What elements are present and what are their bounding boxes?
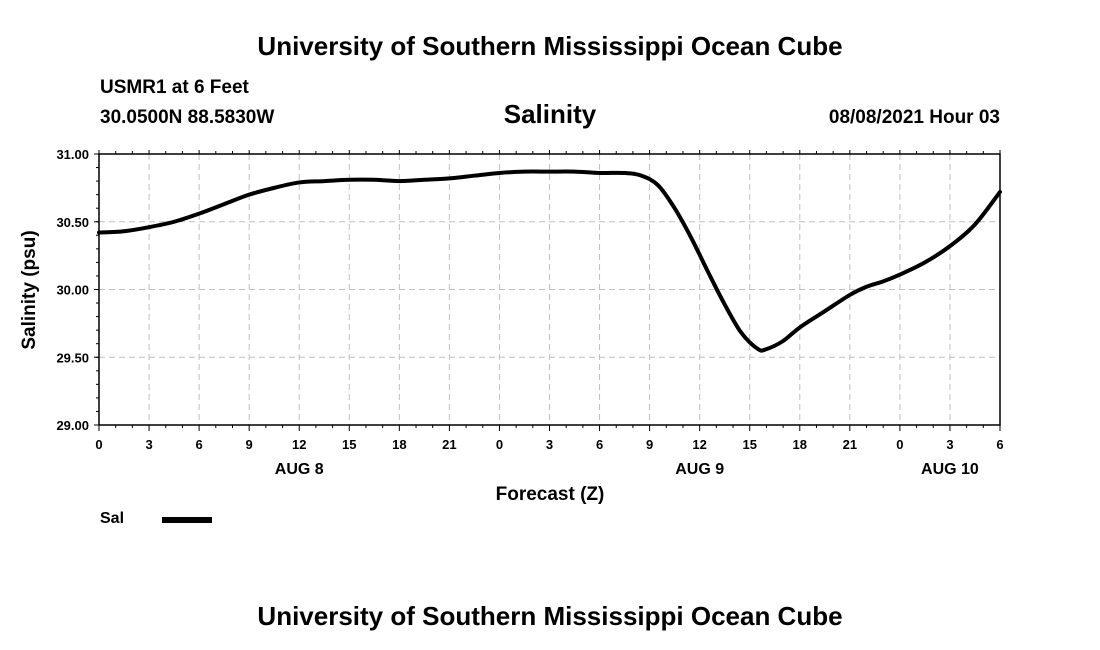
x-tick-label: 9 — [246, 437, 253, 452]
x-tick-label: 3 — [946, 437, 953, 452]
forecast-date: 08/08/2021 Hour 03 — [828, 107, 1000, 128]
footer-title: University of Southern Mississippi Ocean… — [257, 601, 843, 631]
legend-swatch-sal — [162, 517, 212, 523]
x-tick-label: 6 — [996, 437, 1003, 452]
plot-frame — [98, 153, 1001, 426]
x-tick-label: 9 — [646, 437, 653, 452]
station-coords: 30.0500N 88.5830W — [100, 107, 275, 128]
header-title: University of Southern Mississippi Ocean… — [257, 31, 843, 61]
x-tick-label: 3 — [546, 437, 553, 452]
day-label: AUG 8 — [275, 461, 324, 478]
x-tick-label: 15 — [342, 437, 356, 452]
legend-label-sal: Sal — [100, 510, 125, 527]
x-tick-label: 21 — [843, 437, 857, 452]
x-tick-label: 0 — [896, 437, 903, 452]
x-tick-label: 21 — [442, 437, 456, 452]
day-label: AUG 9 — [675, 461, 724, 478]
x-tick-label: 18 — [793, 437, 807, 452]
x-tick-label: 6 — [195, 437, 202, 452]
y-axis-label: Salinity (psu) — [19, 230, 40, 349]
day-label: AUG 10 — [921, 461, 979, 478]
y-tick-label: 31.00 — [56, 147, 89, 162]
salinity-chart: 0 3 6 9 12 15 18 21 0 3 6 9 12 15 18 21 0 3 6 AUG 8 AUG 9 AUG… — [19, 147, 1004, 505]
series-line-sal — [97, 169, 1002, 353]
tick-labels: 0 3 6 9 12 15 18 21 0 3 6 9 12 15 18 21 0 3 6 AUG 8 AUG 9 AUG… — [56, 147, 1003, 478]
x-tick-label: 6 — [596, 437, 603, 452]
x-tick-label: 3 — [145, 437, 152, 452]
y-tick-label: 30.00 — [56, 283, 89, 298]
x-tick-label: 15 — [742, 437, 756, 452]
chart-title: Salinity — [503, 99, 597, 129]
y-tick-label: 30.50 — [56, 215, 89, 230]
x-axis-label: Forecast (Z) — [496, 484, 605, 505]
y-tick-label: 29.50 — [56, 350, 89, 365]
x-tick-label: 0 — [95, 437, 102, 452]
grid-lines — [99, 154, 1000, 425]
station-label: USMR1 at 6 Feet — [100, 77, 249, 98]
x-tick-label: 12 — [292, 437, 306, 452]
x-tick-label: 0 — [496, 437, 503, 452]
x-tick-label: 12 — [692, 437, 706, 452]
axis-ticks — [94, 150, 1001, 431]
x-tick-label: 18 — [392, 437, 406, 452]
y-tick-label: 29.00 — [56, 418, 89, 433]
